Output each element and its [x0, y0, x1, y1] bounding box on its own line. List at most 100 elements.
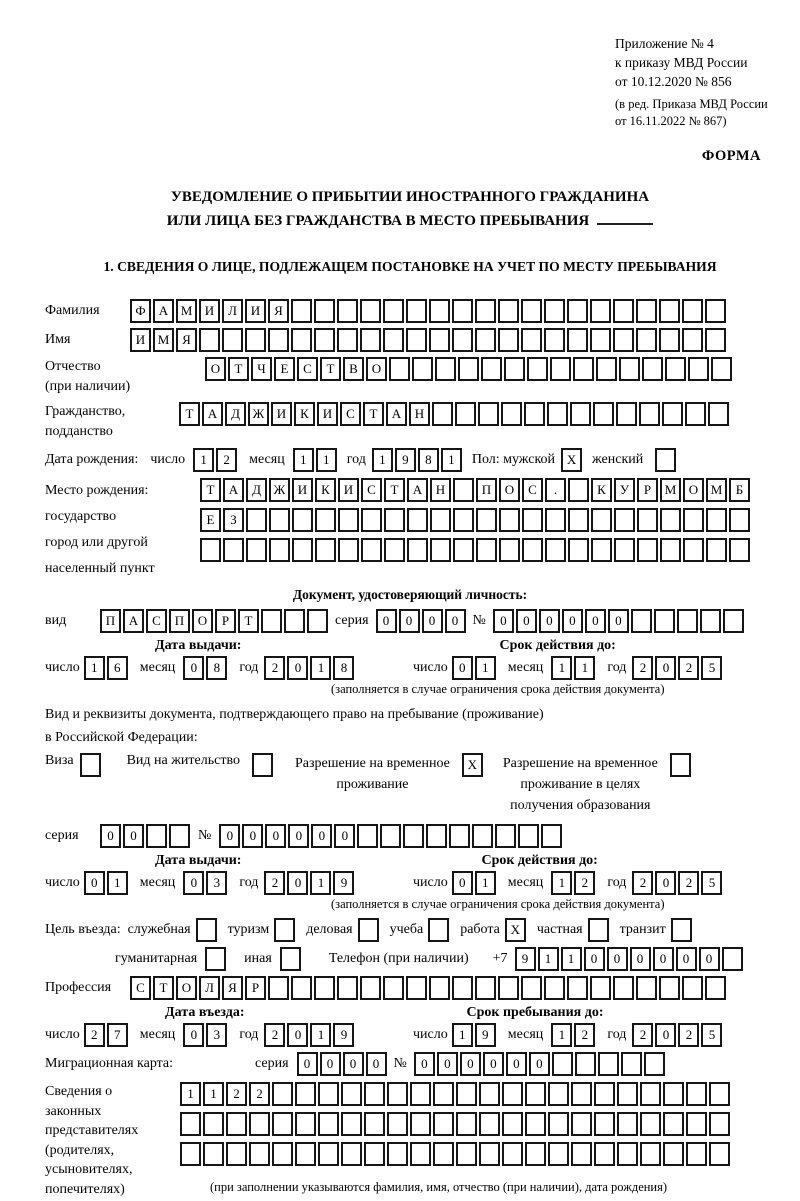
migration-number-cell[interactable] [643, 1052, 665, 1076]
birth-place-cell[interactable]: С [522, 478, 543, 502]
issue-month-cell[interactable]: 8 [206, 656, 228, 680]
patronymic-cell[interactable]: О [366, 357, 387, 381]
citizenship-cell[interactable] [685, 402, 706, 426]
birth-place-cell[interactable] [729, 508, 750, 532]
citizenship-cell[interactable] [501, 402, 522, 426]
citizenship-cell[interactable]: А [202, 402, 223, 426]
migration-number-cell[interactable]: 0 [482, 1052, 504, 1076]
birth-year-cell[interactable]: 8 [417, 448, 439, 472]
stay-year-cell[interactable]: 0 [655, 1023, 677, 1047]
residence-number-cell[interactable] [541, 824, 563, 848]
representatives-cell[interactable] [686, 1142, 707, 1166]
citizenship-cell[interactable]: И [271, 402, 292, 426]
patronymic-cell[interactable] [458, 357, 479, 381]
profession-cell[interactable] [613, 976, 634, 1000]
stay-month-cell[interactable]: 1 [551, 1023, 573, 1047]
representatives-cell[interactable] [525, 1082, 546, 1106]
birth-place-cell[interactable]: К [315, 478, 336, 502]
birth-place-cell[interactable] [361, 538, 382, 562]
representatives-cell[interactable] [479, 1082, 500, 1106]
patronymic-cell[interactable] [504, 357, 525, 381]
doc-number-cell[interactable] [653, 609, 675, 633]
representatives-cell[interactable] [433, 1082, 454, 1106]
birth-year-cell[interactable]: 9 [394, 448, 416, 472]
citizenship-cell[interactable] [455, 402, 476, 426]
profession-cell[interactable]: Л [199, 976, 220, 1000]
expiry-year-cell[interactable]: 2 [632, 656, 654, 680]
expiry-year-cell[interactable]: 2 [678, 656, 700, 680]
birth-place-cell[interactable] [499, 508, 520, 532]
surname-cell[interactable] [590, 299, 611, 323]
profession-cell[interactable] [383, 976, 404, 1000]
citizenship-cell[interactable]: Т [179, 402, 200, 426]
doc-type-cell[interactable]: О [192, 609, 213, 633]
birth-place-cell[interactable] [292, 538, 313, 562]
birth-place-cell[interactable]: Б [729, 478, 750, 502]
representatives-cell[interactable] [456, 1082, 477, 1106]
residence-issue-year-cell[interactable]: 9 [333, 871, 355, 895]
representatives-cell[interactable] [272, 1142, 293, 1166]
purpose-private-checkbox[interactable] [587, 918, 609, 942]
representatives-cell[interactable] [341, 1082, 362, 1106]
surname-cell[interactable] [636, 299, 657, 323]
representatives-cell[interactable] [226, 1142, 247, 1166]
phone-digit-cell[interactable]: 1 [537, 947, 559, 971]
representatives-cell[interactable] [709, 1142, 730, 1166]
birth-place-cell[interactable] [637, 508, 658, 532]
profession-cell[interactable] [337, 976, 358, 1000]
birth-place-cell[interactable]: Р [637, 478, 658, 502]
entry-year-cell[interactable]: 1 [310, 1023, 332, 1047]
profession-cell[interactable] [705, 976, 726, 1000]
birth-place-cell[interactable] [269, 538, 290, 562]
name-cell[interactable] [222, 328, 243, 352]
surname-cell[interactable] [705, 299, 726, 323]
birth-place-cell[interactable]: Е [200, 508, 221, 532]
residence-expiry-year-cell[interactable]: 5 [701, 871, 723, 895]
expiry-year-cell[interactable]: 0 [655, 656, 677, 680]
citizenship-cell[interactable]: С [340, 402, 361, 426]
birth-place-cell[interactable] [292, 508, 313, 532]
purpose-study-checkbox[interactable] [428, 918, 450, 942]
residence-expiry-month-cell[interactable]: 1 [551, 871, 573, 895]
birth-place-cell[interactable] [522, 508, 543, 532]
birth-place-cell[interactable] [246, 508, 267, 532]
residence-series-cell[interactable] [169, 824, 190, 848]
surname-cell[interactable] [314, 299, 335, 323]
birth-place-cell[interactable] [361, 508, 382, 532]
patronymic-cell[interactable] [596, 357, 617, 381]
patronymic-cell[interactable] [665, 357, 686, 381]
migration-series-cell[interactable]: 0 [296, 1052, 318, 1076]
birth-place-cell[interactable] [246, 538, 267, 562]
profession-cell[interactable]: Я [222, 976, 243, 1000]
name-cell[interactable]: Я [176, 328, 197, 352]
representatives-cell[interactable] [640, 1112, 661, 1136]
birth-place-cell[interactable] [683, 508, 704, 532]
citizenship-cell[interactable]: А [386, 402, 407, 426]
name-cell[interactable] [475, 328, 496, 352]
citizenship-cell[interactable]: Д [225, 402, 246, 426]
citizenship-cell[interactable] [432, 402, 453, 426]
doc-type-cell[interactable]: П [169, 609, 190, 633]
name-cell[interactable] [429, 328, 450, 352]
birth-place-cell[interactable] [568, 478, 589, 502]
name-cell[interactable] [360, 328, 381, 352]
entry-year-cell[interactable]: 9 [333, 1023, 355, 1047]
surname-cell[interactable] [613, 299, 634, 323]
issue-year-cell[interactable]: 0 [287, 656, 309, 680]
doc-type-cell[interactable]: С [146, 609, 167, 633]
residence-number-cell[interactable]: 0 [288, 824, 310, 848]
citizenship-cell[interactable] [708, 402, 729, 426]
representatives-cell[interactable] [571, 1142, 592, 1166]
phone-digit-cell[interactable]: 0 [698, 947, 720, 971]
surname-cell[interactable]: И [199, 299, 220, 323]
surname-cell[interactable] [475, 299, 496, 323]
birth-place-cell[interactable]: О [499, 478, 520, 502]
migration-series-cell[interactable]: 0 [365, 1052, 387, 1076]
issue-day-cell[interactable]: 1 [83, 656, 105, 680]
doc-series-cell[interactable]: 0 [444, 609, 466, 633]
birth-place-cell[interactable] [729, 538, 750, 562]
birth-place-cell[interactable]: О [683, 478, 704, 502]
citizenship-cell[interactable]: Ж [248, 402, 269, 426]
residence-expiry-year-cell[interactable]: 0 [655, 871, 677, 895]
birth-place-cell[interactable] [614, 508, 635, 532]
